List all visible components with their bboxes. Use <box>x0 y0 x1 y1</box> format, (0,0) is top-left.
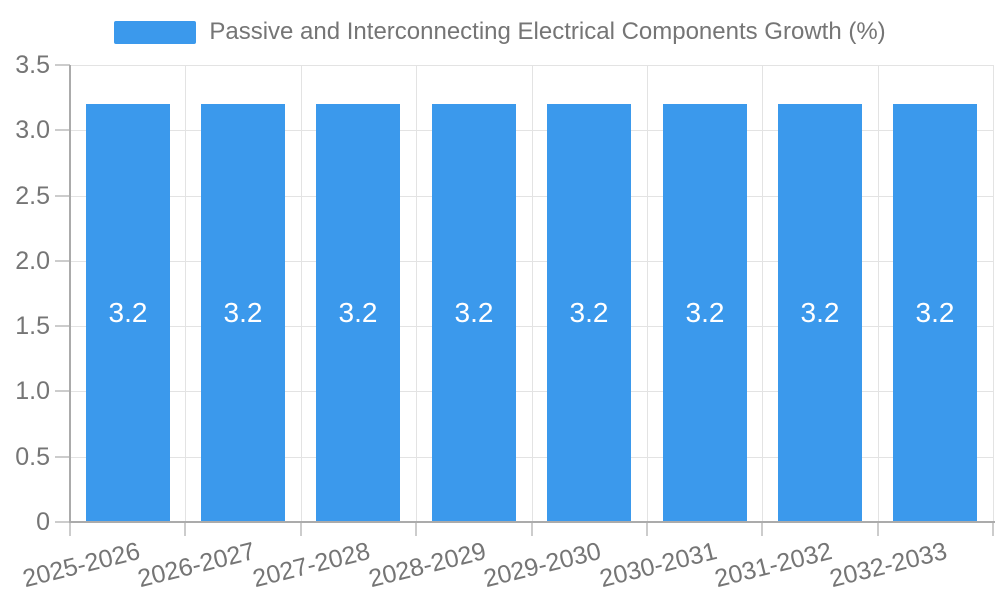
y-axis-line <box>69 65 71 522</box>
y-gridline <box>70 65 993 66</box>
x-axis-tick <box>531 522 533 536</box>
y-axis-tick <box>55 325 70 327</box>
bar[interactable] <box>432 104 516 522</box>
y-gridline <box>70 457 993 458</box>
y-axis-tick-label: 3.0 <box>15 116 50 144</box>
y-axis-tick-label: 0 <box>36 508 50 536</box>
bar[interactable] <box>778 104 862 522</box>
bar-value-label: 3.2 <box>108 297 148 328</box>
bar[interactable] <box>663 104 747 522</box>
y-axis-tick <box>55 195 70 197</box>
bar[interactable] <box>547 104 631 522</box>
bar-value-label: 3.2 <box>223 297 263 328</box>
legend-series-label: Passive and Interconnecting Electrical C… <box>209 18 886 45</box>
bar-value-label: 3.2 <box>800 297 840 328</box>
y-gridline <box>70 130 993 131</box>
y-gridline <box>70 196 993 197</box>
x-axis-tick <box>992 522 994 536</box>
x-axis-tick <box>761 522 763 536</box>
bar-value-label: 3.2 <box>569 297 609 328</box>
y-axis-tick-label: 0.5 <box>15 443 50 471</box>
bar-value-label: 3.2 <box>454 297 494 328</box>
x-gridline <box>185 65 186 522</box>
x-gridline <box>532 65 533 522</box>
y-axis-tick-label: 2.0 <box>15 247 50 275</box>
y-axis-tick <box>55 390 70 392</box>
bar[interactable] <box>86 104 170 522</box>
bar-value-label: 3.2 <box>685 297 725 328</box>
x-gridline <box>762 65 763 522</box>
bar-value-label: 3.2 <box>915 297 955 328</box>
y-axis-tick <box>55 129 70 131</box>
x-gridline <box>993 65 994 522</box>
bar[interactable] <box>316 104 400 522</box>
y-gridline <box>70 391 993 392</box>
y-gridline <box>70 326 993 327</box>
y-axis-tick <box>55 260 70 262</box>
x-axis-tick <box>877 522 879 536</box>
y-gridline <box>70 261 993 262</box>
y-axis-tick <box>55 456 70 458</box>
y-axis-tick <box>55 64 70 66</box>
x-axis-line <box>69 521 995 523</box>
legend[interactable]: Passive and Interconnecting Electrical C… <box>0 18 1000 46</box>
x-gridline <box>416 65 417 522</box>
y-axis-tick-label: 1.0 <box>15 377 50 405</box>
legend-swatch <box>114 20 197 44</box>
x-axis-tick <box>69 522 71 536</box>
x-axis-tick <box>300 522 302 536</box>
x-axis-tick <box>184 522 186 536</box>
y-axis-tick-label: 2.5 <box>15 182 50 210</box>
y-axis-tick-label: 3.5 <box>15 51 50 79</box>
x-gridline <box>647 65 648 522</box>
bar[interactable] <box>201 104 285 522</box>
bar[interactable] <box>893 104 977 522</box>
x-gridline <box>301 65 302 522</box>
y-axis-tick <box>55 521 70 523</box>
x-gridline <box>878 65 879 522</box>
bar-value-label: 3.2 <box>338 297 378 328</box>
y-axis-tick-label: 1.5 <box>15 312 50 340</box>
x-axis-tick <box>646 522 648 536</box>
x-axis-tick <box>415 522 417 536</box>
